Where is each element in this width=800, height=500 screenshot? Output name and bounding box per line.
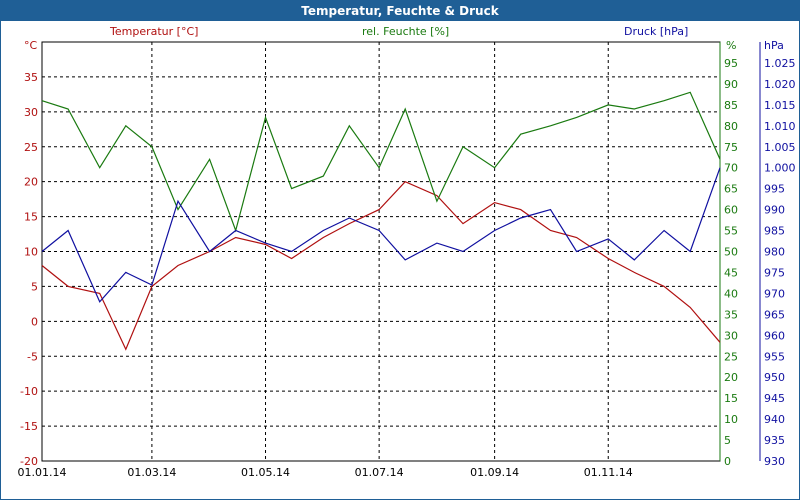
humidity-unit-label: % — [726, 39, 737, 52]
pressure-tick-label: 935 — [764, 434, 785, 447]
pressure-tick-label: 995 — [764, 183, 785, 196]
humidity-series-line — [41, 91, 721, 233]
pressure-tick-label: 1.010 — [764, 120, 796, 133]
temperature-tick-label: 15 — [24, 211, 38, 224]
pressure-tick-label: 945 — [764, 392, 785, 405]
x-tick-label: 01.01.14 — [18, 466, 67, 479]
humidity-tick-label: 95 — [724, 57, 738, 70]
humidity-tick-label: 65 — [724, 183, 738, 196]
window-title: Temperatur, Feuchte & Druck — [1, 1, 799, 21]
pressure-tick-label: 975 — [764, 266, 785, 279]
humidity-tick-label: 50 — [724, 246, 738, 259]
temperature-tick-label: 5 — [31, 280, 38, 293]
humidity-tick-label: 80 — [724, 120, 738, 133]
humidity-tick-label: 5 — [724, 434, 731, 447]
pressure-tick-label: 1.015 — [764, 99, 796, 112]
humidity-tick-label: 15 — [724, 392, 738, 405]
pressure-tick-label: 985 — [764, 225, 785, 238]
x-tick-label: 01.09.14 — [470, 466, 519, 479]
humidity-tick-label: 85 — [724, 99, 738, 112]
pressure-tick-label: 940 — [764, 413, 785, 426]
temperature-series-line — [41, 180, 721, 351]
pressure-tick-label: 930 — [764, 455, 785, 468]
pressure-tick-label: 980 — [764, 246, 785, 259]
pressure-tick-label: 960 — [764, 329, 785, 342]
humidity-tick-label: 75 — [724, 141, 738, 154]
humidity-tick-label: 40 — [724, 287, 738, 300]
pressure-tick-label: 1.000 — [764, 162, 796, 175]
temperature-tick-label: -10 — [20, 385, 38, 398]
pressure-tick-label: 1.025 — [764, 57, 796, 70]
temperature-tick-label: -5 — [27, 350, 38, 363]
temperature-tick-label: -15 — [20, 420, 38, 433]
temperature-tick-label: 35 — [24, 71, 38, 84]
humidity-tick-label: 45 — [724, 266, 738, 279]
humidity-tick-label: 55 — [724, 225, 738, 238]
humidity-tick-label: 35 — [724, 308, 738, 321]
temperature-tick-label: 20 — [24, 176, 38, 189]
temperature-tick-label: 25 — [24, 141, 38, 154]
humidity-tick-label: 30 — [724, 329, 738, 342]
pressure-tick-label: 1.005 — [764, 141, 796, 154]
x-tick-label: 01.07.14 — [355, 466, 404, 479]
x-tick-label: 01.05.14 — [241, 466, 290, 479]
humidity-tick-label: 10 — [724, 413, 738, 426]
humidity-axis-title: rel. Feuchte [%] — [362, 25, 450, 38]
temperature-tick-label: -20 — [20, 455, 38, 468]
pressure-tick-label: 970 — [764, 287, 785, 300]
temperature-tick-label: 0 — [31, 315, 38, 328]
pressure-axis-title: Druck [hPa] — [624, 25, 689, 38]
pressure-tick-label: 955 — [764, 350, 785, 363]
temperature-tick-label: 30 — [24, 106, 38, 119]
humidity-tick-label: 60 — [724, 204, 738, 217]
temperature-axis-title: Temperatur [°C] — [110, 25, 199, 38]
humidity-tick-label: 25 — [724, 350, 738, 363]
pressure-unit-label: hPa — [764, 39, 784, 52]
pressure-tick-label: 950 — [764, 371, 785, 384]
humidity-tick-label: 20 — [724, 371, 738, 384]
pressure-tick-label: 965 — [764, 308, 785, 321]
humidity-tick-label: 70 — [724, 162, 738, 175]
temperature-tick-label: 10 — [24, 246, 38, 259]
pressure-series-line — [41, 167, 721, 303]
temperature-unit-label: °C — [24, 39, 38, 52]
humidity-tick-label: 0 — [724, 455, 731, 468]
humidity-tick-label: 90 — [724, 78, 738, 91]
x-tick-label: 01.11.14 — [584, 466, 633, 479]
pressure-tick-label: 990 — [764, 204, 785, 217]
pressure-tick-label: 1.020 — [764, 78, 796, 91]
x-tick-label: 01.03.14 — [127, 466, 176, 479]
